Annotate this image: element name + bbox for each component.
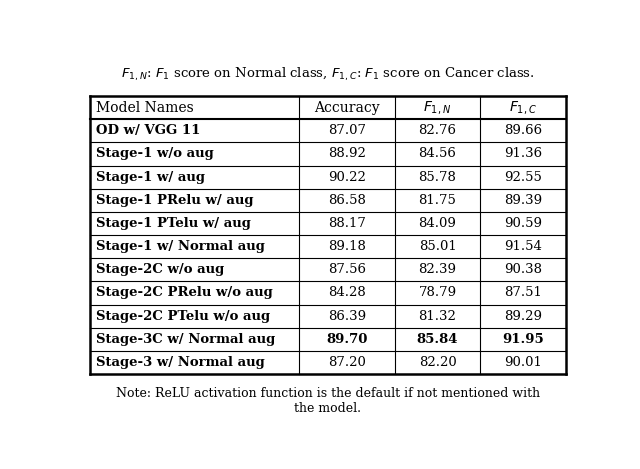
Text: 89.18: 89.18 [328,240,366,253]
Text: Stage-2C w/o aug: Stage-2C w/o aug [96,263,224,276]
Text: 92.55: 92.55 [504,171,542,183]
Text: 87.07: 87.07 [328,124,366,137]
Text: 88.92: 88.92 [328,147,366,160]
Text: 89.70: 89.70 [326,333,368,346]
Text: $F_{1,N}$: $F_{1,N}$ [424,99,452,116]
Text: 85.84: 85.84 [417,333,458,346]
Text: 85.78: 85.78 [419,171,456,183]
Text: 91.54: 91.54 [504,240,542,253]
Text: 82.39: 82.39 [419,263,456,276]
Text: 84.09: 84.09 [419,217,456,230]
Text: $F_{1,C}$: $F_{1,C}$ [509,99,537,116]
Text: Stage-3C w/ Normal aug: Stage-3C w/ Normal aug [96,333,275,346]
Text: 88.17: 88.17 [328,217,366,230]
Text: Stage-1 PTelu w/ aug: Stage-1 PTelu w/ aug [96,217,251,230]
Text: Stage-2C PRelu w/o aug: Stage-2C PRelu w/o aug [96,287,273,300]
Text: 82.76: 82.76 [419,124,456,137]
Text: 89.39: 89.39 [504,194,542,207]
Text: Accuracy: Accuracy [314,100,380,114]
Text: 91.95: 91.95 [502,333,544,346]
Text: 90.59: 90.59 [504,217,542,230]
Text: 87.51: 87.51 [504,287,542,300]
Text: 84.56: 84.56 [419,147,456,160]
Text: 82.20: 82.20 [419,356,456,369]
Text: 90.22: 90.22 [328,171,366,183]
Text: 89.29: 89.29 [504,310,542,323]
Text: 85.01: 85.01 [419,240,456,253]
Text: Stage-3 w/ Normal aug: Stage-3 w/ Normal aug [96,356,264,369]
Text: 86.39: 86.39 [328,310,366,323]
Text: Model Names: Model Names [96,100,194,114]
Text: Stage-1 w/ Normal aug: Stage-1 w/ Normal aug [96,240,265,253]
Text: Stage-1 w/ aug: Stage-1 w/ aug [96,171,205,183]
Text: Stage-1 PRelu w/ aug: Stage-1 PRelu w/ aug [96,194,253,207]
Text: Stage-2C PTelu w/o aug: Stage-2C PTelu w/o aug [96,310,270,323]
Text: 84.28: 84.28 [328,287,366,300]
Text: 90.38: 90.38 [504,263,542,276]
Text: $F_{1,N}$: $F_1$ score on Normal class, $F_{1,C}$: $F_1$ score on Cancer class.: $F_{1,N}$: $F_1$ score on Normal class, … [121,65,535,83]
Text: 91.36: 91.36 [504,147,542,160]
Text: Stage-1 w/o aug: Stage-1 w/o aug [96,147,214,160]
Text: 86.58: 86.58 [328,194,366,207]
Text: 78.79: 78.79 [419,287,456,300]
Text: 87.56: 87.56 [328,263,366,276]
Text: 90.01: 90.01 [504,356,542,369]
Text: 81.32: 81.32 [419,310,456,323]
Text: OD w/ VGG 11: OD w/ VGG 11 [96,124,200,137]
Text: 89.66: 89.66 [504,124,542,137]
Text: Note: ReLU activation function is the default if not mentioned with
the model.: Note: ReLU activation function is the de… [116,387,540,415]
Text: 81.75: 81.75 [419,194,456,207]
Text: 87.20: 87.20 [328,356,366,369]
